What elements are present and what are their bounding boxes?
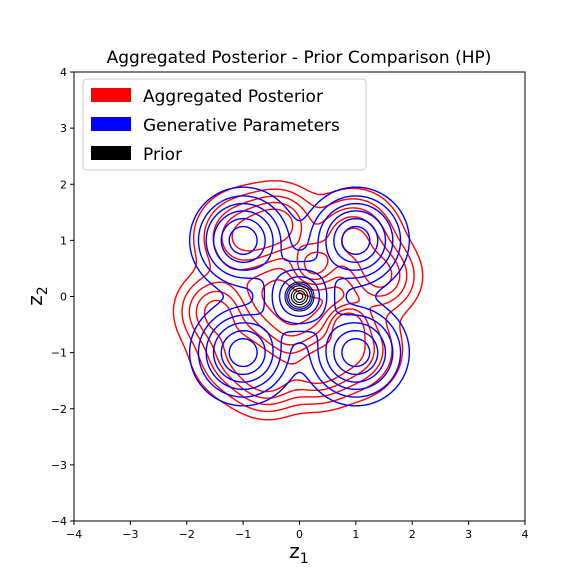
y-tick-label: 2 — [60, 178, 67, 191]
y-tick-label: −3 — [51, 459, 67, 472]
generative-parameters-contour-level-3 — [205, 202, 394, 391]
y-tick-label: −1 — [51, 347, 67, 360]
legend-swatch-prior — [91, 146, 131, 160]
x-axis-ticks: −4 −3 −2 −1 0 1 2 3 4 — [66, 521, 529, 541]
generative-parameters-contour-level-1 — [188, 186, 411, 407]
x-tick-label: 1 — [352, 528, 359, 541]
chart-title: Aggregated Posterior - Prior Comparison … — [107, 48, 492, 68]
x-tick-label: −2 — [179, 528, 195, 541]
legend-box — [82, 78, 367, 171]
aggregated-posterior-contour-level-1 — [172, 180, 424, 421]
y-tick-label: 4 — [60, 66, 67, 79]
prior-contour-level-3 — [290, 287, 309, 306]
y-tick-label: −2 — [51, 403, 67, 416]
y-axis-label-main: z — [23, 295, 47, 306]
x-tick-label: 4 — [522, 528, 529, 541]
x-axis-label-main: z — [289, 539, 300, 563]
prior-contour-level-2 — [288, 285, 311, 308]
y-axis-label: z2 — [23, 286, 51, 305]
y-axis-ticks: −4 −3 −2 −1 0 1 2 3 4 — [51, 66, 74, 528]
x-tick-label: −1 — [235, 528, 251, 541]
legend: Aggregated Posterior Generative Paramete… — [82, 78, 367, 171]
y-tick-label: −4 — [51, 515, 67, 528]
x-axis-label-sub: 1 — [300, 551, 309, 567]
legend-label-prior: Prior — [143, 145, 182, 165]
y-tick-label: 0 — [60, 291, 67, 304]
x-tick-label: 3 — [465, 528, 472, 541]
generative-parameters-contour-level-6 — [228, 225, 371, 368]
generative-parameters-contour-level-5 — [220, 217, 379, 376]
aggregated-posterior-contour-level-2 — [181, 188, 415, 413]
y-tick-label: 1 — [60, 234, 67, 247]
legend-swatch-aggregated-posterior — [91, 88, 131, 102]
prior-contour-level-5 — [295, 292, 304, 301]
x-tick-label: 2 — [409, 528, 416, 541]
x-tick-label: −4 — [66, 528, 82, 541]
y-axis-label-sub: 2 — [35, 286, 51, 295]
prior-contour-level-4 — [293, 290, 306, 303]
x-tick-label: 0 — [296, 528, 303, 541]
generative-parameters-contour-level-4 — [212, 210, 387, 383]
generative-parameters-contour-level-2 — [197, 195, 402, 398]
legend-label-generative-parameters: Generative Parameters — [143, 116, 340, 136]
prior-contour-level-1 — [284, 281, 315, 312]
x-axis-label: z1 — [289, 539, 308, 567]
y-tick-label: 3 — [60, 122, 67, 135]
x-tick-label: −3 — [122, 528, 138, 541]
contour-layer — [172, 180, 424, 421]
legend-swatch-generative-parameters — [91, 117, 131, 131]
legend-label-aggregated-posterior: Aggregated Posterior — [143, 87, 323, 107]
